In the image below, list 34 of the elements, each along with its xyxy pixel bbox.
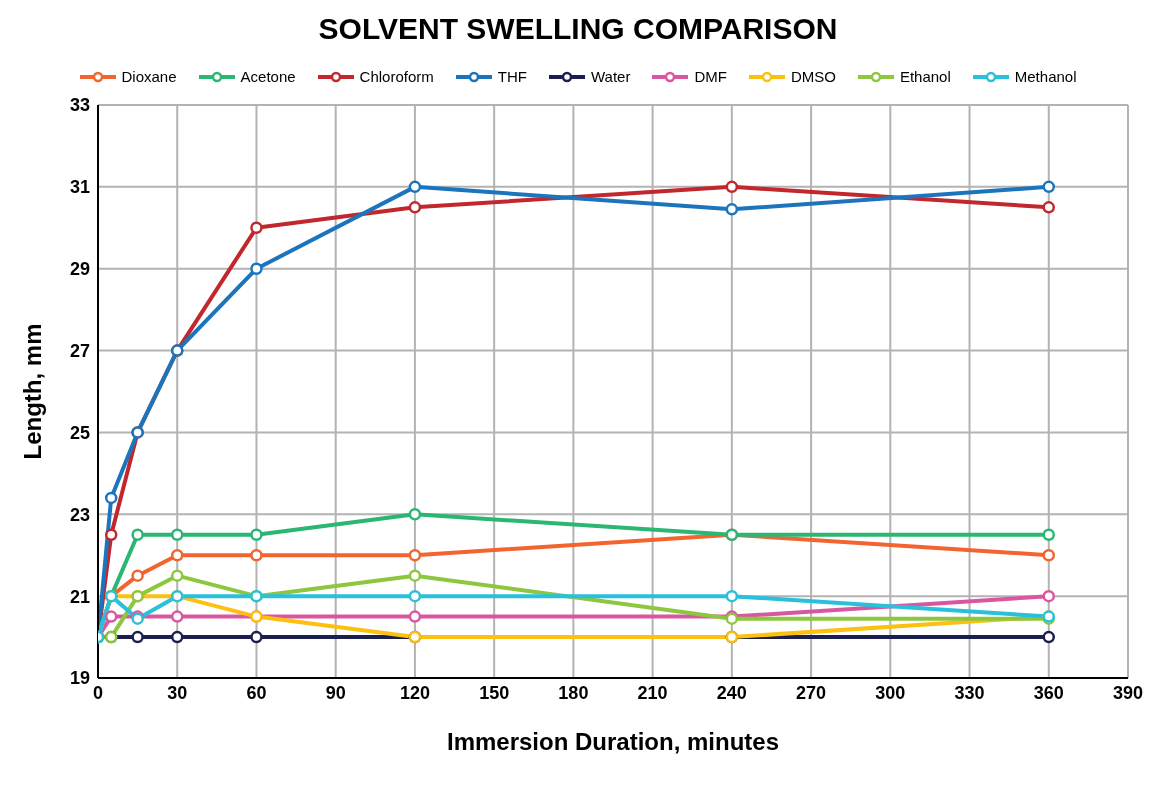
x-tick-label: 60 [246, 682, 267, 703]
x-tick-label: 210 [637, 682, 668, 703]
x-tick-label: 270 [796, 682, 827, 703]
y-tick-label: 21 [69, 586, 90, 607]
x-tick-label: 180 [558, 682, 589, 703]
legend-label: DMF [694, 68, 727, 85]
legend-label: Dioxane [121, 68, 177, 85]
y-tick-label: 29 [69, 259, 90, 280]
y-tick-label: 31 [69, 177, 90, 198]
legend-label: Methanol [1014, 68, 1077, 85]
legend-label: DMSO [790, 68, 836, 85]
y-tick-label: 23 [69, 504, 90, 525]
x-tick-label: 330 [954, 682, 985, 703]
legend-label: THF [497, 68, 527, 85]
y-axis-title: Length, mm [18, 323, 46, 460]
x-tick-label: 0 [92, 682, 104, 703]
y-tick-label: 19 [69, 668, 90, 689]
legend-label: Water [590, 68, 631, 85]
chart-title: SOLVENT SWELLING COMPARISON [317, 11, 839, 47]
x-tick-label: 90 [325, 682, 346, 703]
legend-label: Chloroform [359, 68, 434, 85]
y-tick-label: 25 [69, 422, 90, 443]
legend-label: Ethanol [899, 68, 951, 85]
legend-label: Acetone [240, 68, 296, 85]
x-tick-label: 240 [716, 682, 747, 703]
x-tick-label: 150 [479, 682, 510, 703]
x-tick-label: 360 [1033, 682, 1064, 703]
x-tick-label: 120 [399, 682, 430, 703]
x-tick-label: 300 [875, 682, 906, 703]
y-tick-label: 33 [69, 95, 90, 116]
x-tick-label: 390 [1112, 682, 1144, 703]
x-axis-title: Immersion Duration, minutes [446, 728, 780, 755]
x-tick-label: 30 [167, 682, 188, 703]
y-tick-label: 27 [69, 340, 90, 361]
